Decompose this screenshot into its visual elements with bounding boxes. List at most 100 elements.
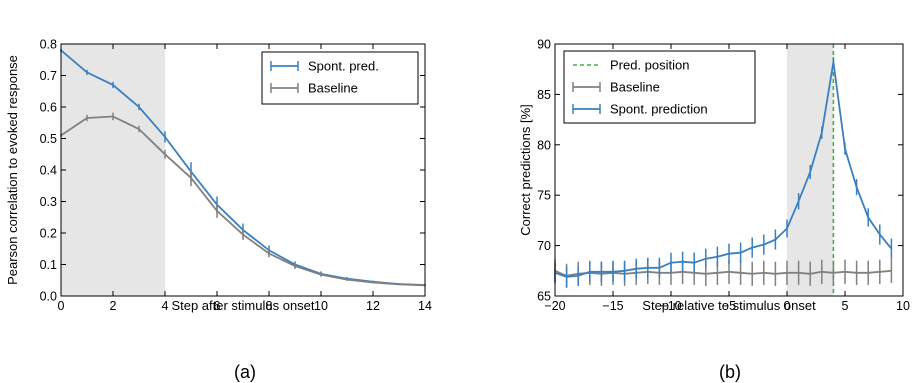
x-tick-label: −5 xyxy=(722,299,736,313)
data-point xyxy=(112,115,114,118)
data-point xyxy=(774,238,777,241)
data-point xyxy=(728,252,730,255)
data-point xyxy=(786,272,788,274)
data-point xyxy=(600,271,603,273)
data-point xyxy=(693,261,695,264)
legend-label: Pred. position xyxy=(610,58,690,73)
data-point xyxy=(879,233,881,236)
panel-b-chart: −20 −15 −10 −5 0 5 10 65 70 75 80 85 90 Step relative… xyxy=(518,38,910,383)
legend-label: Spont. prediction xyxy=(610,102,708,117)
data-point xyxy=(372,281,374,284)
y-tick-label: 85 xyxy=(537,88,551,102)
x-tick-label: 10 xyxy=(314,299,328,313)
data-point xyxy=(867,216,869,219)
legend: Pred. position Baseline Spont. prediction xyxy=(563,50,756,124)
data-point xyxy=(138,106,140,108)
data-point xyxy=(112,84,114,86)
data-point xyxy=(844,148,846,150)
data-point xyxy=(832,272,835,274)
x-tick-label: 12 xyxy=(366,299,380,313)
data-point xyxy=(268,252,270,255)
data-point xyxy=(320,273,322,276)
data-point xyxy=(705,273,707,275)
data-point xyxy=(739,272,742,274)
data-point xyxy=(398,283,400,286)
data-point xyxy=(739,251,742,254)
data-point xyxy=(647,266,649,269)
data-point xyxy=(86,71,88,74)
y-tick-label: 90 xyxy=(537,38,551,52)
legend-label: Baseline xyxy=(308,81,358,96)
x-tick-label: −15 xyxy=(602,299,623,313)
data-point xyxy=(658,266,661,269)
data-point xyxy=(346,278,348,281)
legend-label: Spont. pred. xyxy=(308,59,379,74)
y-tick-label: 0.5 xyxy=(40,132,57,146)
y-tick-label: 0.4 xyxy=(40,164,57,178)
x-tick-label: −10 xyxy=(660,299,681,313)
data-point xyxy=(809,273,811,275)
data-point xyxy=(763,272,765,274)
y-tick-label: 0.2 xyxy=(40,227,57,241)
data-point xyxy=(821,131,823,134)
data-point xyxy=(786,227,788,230)
y-tick-label: 0.3 xyxy=(40,195,57,209)
y-tick-label: 65 xyxy=(537,290,551,304)
data-point xyxy=(589,271,591,273)
panel-a-chart: 0 2 4 6 8 10 12 14 0.0 0.1 0.2 0.3 0.4 0.5 0.6 0.7 0.8 St… xyxy=(5,38,432,383)
x-tick-label: 4 xyxy=(162,299,169,313)
y-tick-label: 0.6 xyxy=(40,101,57,115)
data-point xyxy=(190,177,192,179)
x-tick-label: −20 xyxy=(544,299,565,313)
data-point xyxy=(797,200,800,203)
x-tick-label: 2 xyxy=(110,299,117,313)
y-tick-label: 0.1 xyxy=(40,258,57,272)
data-point xyxy=(670,261,672,264)
data-point xyxy=(294,265,296,267)
data-point xyxy=(821,271,823,273)
legend-box xyxy=(261,51,419,105)
y-tick-label: 0.8 xyxy=(40,38,57,52)
data-point xyxy=(855,186,858,188)
plot-frame xyxy=(554,43,904,297)
y-tick-label: 70 xyxy=(537,239,551,253)
y-axis-label: Correct predictions [%] xyxy=(518,104,533,236)
data-point xyxy=(705,257,707,260)
data-point xyxy=(867,272,869,274)
x-tick-label: 5 xyxy=(842,299,849,313)
legend: Spont. pred. Baseline xyxy=(261,51,419,105)
data-point xyxy=(832,61,835,63)
x-tick-label: 8 xyxy=(266,299,273,313)
data-point xyxy=(751,273,753,275)
data-point xyxy=(86,117,88,119)
data-point xyxy=(164,136,166,138)
data-point xyxy=(855,272,858,274)
data-point xyxy=(577,275,579,277)
x-tick-label: 14 xyxy=(418,299,432,313)
series-baseline xyxy=(554,258,893,288)
y-tick-label: 0.7 xyxy=(40,69,57,83)
x-tick-label: 0 xyxy=(58,299,65,313)
data-point xyxy=(716,255,719,258)
data-point xyxy=(844,271,846,273)
y-tick-label: 0.0 xyxy=(40,290,57,304)
data-point xyxy=(890,247,893,250)
series-line xyxy=(554,269,892,277)
y-tick-label: 75 xyxy=(537,189,551,203)
data-point xyxy=(138,128,140,130)
data-point xyxy=(751,246,753,249)
x-axis-label: Step relative to stimulus onset xyxy=(642,298,816,313)
x-tick-label: 0 xyxy=(784,299,791,313)
data-point xyxy=(565,276,568,278)
data-point xyxy=(216,210,218,212)
data-point xyxy=(774,273,777,275)
y-axis-label: Pearson correlation to evoked response xyxy=(5,55,20,285)
data-point xyxy=(879,271,881,273)
series-line xyxy=(554,61,893,278)
data-point xyxy=(164,153,166,156)
data-point xyxy=(809,171,811,173)
data-point xyxy=(716,272,719,274)
x-axis-label: Step after stimulus onset xyxy=(171,298,314,313)
data-point xyxy=(242,233,244,236)
